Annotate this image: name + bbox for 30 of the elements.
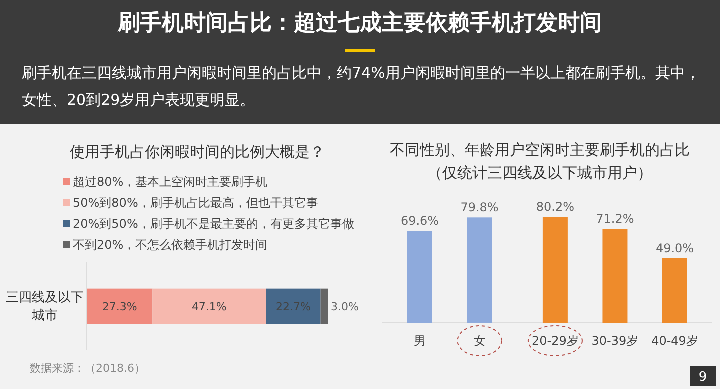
- chart-subtitle: （仅统计三四线及以下城市用户）: [428, 164, 652, 182]
- bar: [320, 288, 328, 324]
- data-label: 47.1%: [192, 300, 227, 314]
- data-label: 71.2%: [596, 212, 634, 226]
- legend-label: 不到20%，不怎么依赖手机打发时间: [73, 238, 268, 252]
- x-tick-label: 20-29岁: [532, 334, 579, 348]
- bar: [266, 288, 321, 324]
- bar: [152, 288, 266, 324]
- x-tick-label: 30-39岁: [592, 334, 639, 348]
- chart-title: 使用手机占你闲暇时间的比例大概是？: [70, 143, 325, 161]
- legend-label: 20%到50%，刷手机不是最主要的，有更多其它事做: [73, 217, 354, 231]
- text: 刷手机时间占比：超过七成主要依赖手机打发时间: [117, 10, 602, 36]
- x-tick-label: 40-49岁: [652, 334, 698, 348]
- chart-title: 不同性别、年龄用户空闲时主要刷手机的占比: [390, 141, 690, 159]
- data-label: 79.8%: [460, 200, 499, 215]
- data-label: 69.6%: [400, 214, 440, 228]
- x-tick-label: 男: [414, 334, 426, 348]
- y-tick-label: 三四线及以下城市: [6, 290, 84, 324]
- data-label: 49.0%: [656, 241, 694, 256]
- data-label: 27.3%: [102, 300, 138, 314]
- text: 9: [698, 370, 708, 385]
- source-note: 数据来源：（2018.6）: [30, 362, 146, 375]
- legend-label: 超过80%，基本上空闲时主要刷手机: [73, 175, 268, 189]
- data-label: 80.2%: [536, 200, 574, 214]
- data-label: 22.7%: [276, 300, 311, 314]
- bar: [87, 288, 153, 324]
- data-label: 3.0%: [331, 300, 359, 314]
- x-tick-label: 女: [474, 334, 486, 348]
- text: 刷手机在三四线城市用户闲暇时间里的占比中，约74%用户闲暇时间里的一半以上都在刷手机。其中，女性、20到29岁用户表现更明显。: [22, 64, 700, 109]
- legend-label: 50%到80%，刷手机占比最高，但也干其它事: [73, 196, 318, 210]
